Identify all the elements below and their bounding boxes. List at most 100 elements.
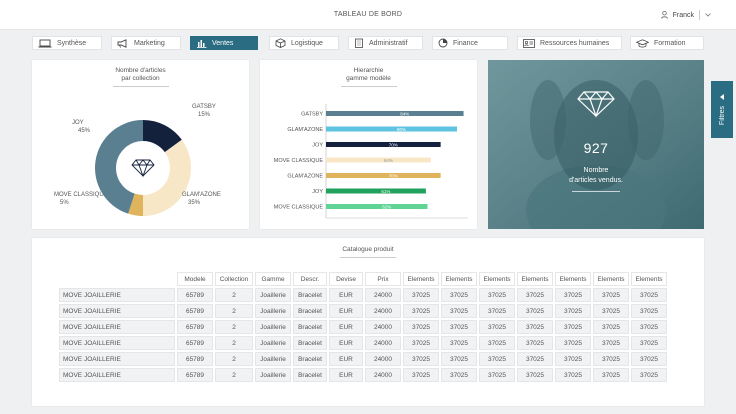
pie-slice[interactable]: [143, 120, 182, 153]
table-cell: EUR: [329, 304, 363, 318]
table-cell: EUR: [329, 288, 363, 302]
table-cell: 37025: [441, 368, 477, 382]
table-cell: Bracelet: [293, 336, 327, 350]
caption-line2: d'articles vendus.: [569, 177, 623, 184]
caption-underline: [572, 191, 620, 192]
bar[interactable]: [326, 126, 457, 132]
id-card-icon: [523, 38, 535, 48]
table-row[interactable]: MOVE JOAILLERIE 65789 2 Joaillerie Bracelet E…: [59, 320, 667, 334]
table-cell: 37025: [555, 352, 591, 366]
tab-logistique[interactable]: Logistique: [269, 36, 339, 50]
table-cell: 65789: [177, 304, 213, 318]
bar[interactable]: [326, 111, 464, 116]
bar[interactable]: [326, 188, 426, 194]
box-icon: [275, 38, 286, 48]
table-cell: 37025: [403, 336, 439, 350]
table-cell: 24000: [365, 368, 401, 382]
catalogue-title: Catalogue produit: [32, 246, 704, 258]
slice-label: GLAM'AZONE: [182, 192, 221, 198]
table-cell: 37025: [403, 320, 439, 334]
building-icon: [354, 38, 364, 48]
table-cell: 37025: [631, 288, 667, 302]
table-row[interactable]: MOVE JOAILLERIE 65789 2 Joaillerie Bracelet E…: [59, 304, 667, 318]
bar-value-label: 80%: [397, 127, 406, 132]
table-cell: 37025: [479, 304, 515, 318]
bar[interactable]: [326, 173, 441, 178]
column-header[interactable]: Prix: [365, 272, 401, 286]
column-header[interactable]: Elements: [593, 272, 629, 286]
user-menu[interactable]: Franck: [660, 10, 711, 20]
catalogue-title-text: Catalogue produit: [342, 246, 394, 253]
table-cell: Joaillerie: [255, 288, 291, 302]
caption-line1: Nombre: [583, 167, 609, 174]
tab-marketing[interactable]: Marketing: [111, 36, 181, 50]
table-cell: 24000: [365, 336, 401, 350]
table-cell: 37025: [631, 304, 667, 318]
user-menu-divider: [699, 10, 700, 20]
pie-slice[interactable]: [143, 139, 191, 216]
table-row[interactable]: MOVE JOAILLERIE 65789 2 Joaillerie Bracelet E…: [59, 336, 667, 350]
gamme-bar-chart: GATSBY 84% GLAM'AZONE 80% JOY 70% MOVE CLASSIQ…: [274, 104, 468, 219]
tab-ventes[interactable]: Ventes: [190, 36, 258, 50]
tab-ressources-humaines[interactable]: Ressources humaines: [517, 36, 622, 50]
tab-label: Administratif: [369, 39, 408, 47]
table-cell: 37025: [593, 304, 629, 318]
pie-chart-icon: [438, 38, 448, 48]
column-header[interactable]: Elements: [517, 272, 553, 286]
column-header[interactable]: Devise: [329, 272, 363, 286]
table-cell: 37025: [441, 352, 477, 366]
slice-value-label: 45%: [78, 128, 91, 134]
table-cell: 37025: [479, 352, 515, 366]
collection-donut-card: Nombre d'articles par collection GATSBY 1…: [32, 60, 249, 229]
bar-category-label: JOY: [312, 189, 323, 195]
column-header[interactable]: Elements: [555, 272, 591, 286]
table-cell: 65789: [177, 352, 213, 366]
table-cell: 37025: [593, 320, 629, 334]
filters-toggle-button[interactable]: Filtres: [711, 81, 733, 138]
column-header[interactable]: Elements: [479, 272, 515, 286]
column-header[interactable]: Gamme: [255, 272, 291, 286]
chevron-down-icon[interactable]: [705, 13, 711, 17]
table-cell: 2: [215, 320, 253, 334]
bar-value-label: 70%: [389, 173, 398, 178]
bar-value-label: 62%: [382, 204, 391, 209]
table-cell: 37025: [631, 320, 667, 334]
bar[interactable]: [326, 204, 428, 209]
table-cell: 37025: [479, 288, 515, 302]
tab-label: Synthèse: [57, 39, 87, 47]
tab-synthese[interactable]: Synthèse: [32, 36, 102, 50]
bar[interactable]: [326, 157, 431, 163]
table-cell: 65789: [177, 336, 213, 350]
table-header-blank: [59, 272, 175, 286]
tab-formation[interactable]: Formation: [630, 36, 704, 50]
column-header[interactable]: Modele: [177, 272, 213, 286]
table-cell: MOVE JOAILLERIE: [59, 352, 175, 366]
column-header[interactable]: Descr.: [293, 272, 327, 286]
pie-slice[interactable]: [128, 193, 143, 216]
bar-title-line1: Hierarchie: [353, 67, 384, 74]
table-cell: Joaillerie: [255, 320, 291, 334]
table-cell: Bracelet: [293, 352, 327, 366]
tab-finance[interactable]: Finance: [432, 36, 508, 50]
table-cell: 24000: [365, 352, 401, 366]
column-header[interactable]: Collection: [215, 272, 253, 286]
tab-administratif[interactable]: Administratif: [348, 36, 423, 50]
table-cell: 37025: [593, 336, 629, 350]
column-header[interactable]: Elements: [441, 272, 477, 286]
tab-label: Logistique: [291, 39, 323, 47]
pie-slice[interactable]: [95, 120, 143, 214]
column-header[interactable]: Elements: [403, 272, 439, 286]
collection-donut-chart: GATSBY 15% GLAM'AZONE 35% MOVE CLASSIQUE 5% JO…: [54, 104, 221, 216]
articles-sold-hero: 927 Nombre d'articles vendus.: [488, 60, 704, 229]
bar-category-label: GATSBY: [301, 112, 323, 118]
table-cell: 37025: [479, 368, 515, 382]
table-row[interactable]: MOVE JOAILLERIE 65789 2 Joaillerie Bracelet E…: [59, 352, 667, 366]
table-row[interactable]: MOVE JOAILLERIE 65789 2 Joaillerie Bracelet E…: [59, 288, 667, 302]
chevron-left-icon: [719, 93, 725, 102]
bar[interactable]: [326, 142, 441, 147]
bar-category-label: MOVE CLASSIQUE: [274, 158, 324, 164]
table-cell: 37025: [631, 352, 667, 366]
table-row[interactable]: MOVE JOAILLERIE 65789 2 Joaillerie Bracelet E…: [59, 368, 667, 382]
bar-value-label: 70%: [389, 142, 398, 147]
column-header[interactable]: Elements: [631, 272, 667, 286]
